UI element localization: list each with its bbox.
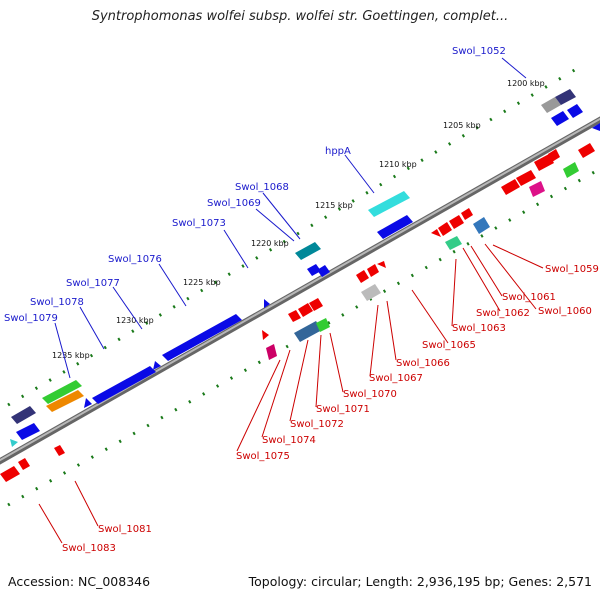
gene-swol-1071b[interactable] bbox=[316, 318, 330, 332]
gene-swol-1069b[interactable] bbox=[317, 265, 330, 277]
gene-swol-1066b[interactable] bbox=[367, 264, 379, 277]
scale-label-1235: 1235 kbp bbox=[52, 351, 90, 360]
gene-swol-1076[interactable] bbox=[162, 314, 242, 361]
gene-swol-1069[interactable] bbox=[307, 264, 321, 276]
label-swol-1073[interactable]: Swol_1073 bbox=[172, 218, 226, 229]
label-swol-1065[interactable]: Swol_1065 bbox=[422, 340, 476, 351]
label-swol-1063[interactable]: Swol_1063 bbox=[452, 323, 506, 334]
label-swol-1078[interactable]: Swol_1078 bbox=[30, 297, 84, 308]
gene-swol-1062[interactable] bbox=[445, 236, 462, 250]
label-swol-1072[interactable]: Swol_1072 bbox=[290, 419, 344, 430]
gene-swol-1054[interactable] bbox=[551, 111, 569, 126]
scale-label-1215: 1215 kbp bbox=[315, 201, 353, 210]
scale-label-1200: 1200 kbp bbox=[507, 79, 545, 88]
gene-swol-1071[interactable] bbox=[298, 303, 313, 317]
gene-swol-1063[interactable] bbox=[438, 222, 452, 236]
topology-summary: Topology: circular; Length: 2,936,195 bp… bbox=[248, 574, 592, 589]
label-swol-1070[interactable]: Swol_1070 bbox=[343, 389, 397, 400]
gene-swol-1077[interactable] bbox=[92, 366, 156, 404]
gene-swol-1065[interactable] bbox=[361, 284, 381, 301]
gene-swol-1061[interactable] bbox=[473, 217, 490, 234]
map-title: Syntrophomonas wolfei subsp. wolfei str.… bbox=[91, 9, 509, 24]
label-swol-1068[interactable]: Swol_1068 bbox=[235, 182, 289, 193]
label-swol-1060[interactable]: Swol_1060 bbox=[538, 306, 592, 317]
gene-hppa[interactable] bbox=[368, 191, 410, 217]
label-swol-1079[interactable]: Swol_1079 bbox=[4, 313, 58, 324]
gene-swol-1059b[interactable] bbox=[516, 170, 536, 186]
gene-swol-1058[interactable] bbox=[548, 149, 560, 162]
gene-swol-1062c[interactable] bbox=[461, 208, 473, 220]
label-swol-1052[interactable]: Swol_1052 bbox=[452, 46, 506, 57]
gene-swol-1056[interactable] bbox=[592, 123, 600, 131]
lower-strand-genes bbox=[0, 143, 595, 482]
gene-swol-1081[interactable] bbox=[54, 445, 65, 456]
gene-swol-1070[interactable] bbox=[309, 298, 323, 311]
gene-small-blue-a[interactable] bbox=[84, 398, 92, 408]
label-swol-1069[interactable]: Swol_1069 bbox=[207, 198, 261, 209]
gene-small-blue-b[interactable] bbox=[153, 361, 161, 370]
label-swol-1059[interactable]: Swol_1059 bbox=[545, 264, 599, 275]
genome-backbone-highlight bbox=[0, 117, 600, 462]
bottom-gene-labels: Swol_1059 Swol_1060 Swol_1061 Swol_1062 … bbox=[62, 264, 599, 554]
upper-strand-genes bbox=[10, 89, 600, 447]
gene-swol-1068[interactable] bbox=[295, 242, 321, 260]
gene-swol-1079[interactable] bbox=[46, 390, 84, 412]
gene-swol-1067[interactable] bbox=[356, 270, 369, 283]
gene-swol-1080[interactable] bbox=[16, 423, 40, 440]
gene-swol-1057b[interactable] bbox=[529, 181, 545, 197]
gene-swol-1074[interactable] bbox=[266, 344, 277, 360]
gene-swol-1062b[interactable] bbox=[449, 215, 464, 229]
label-swol-1062[interactable]: Swol_1062 bbox=[476, 308, 530, 319]
scale-ticks-inner bbox=[7, 168, 599, 507]
bottom-callout-lines bbox=[38, 243, 544, 544]
gene-marker-cyan[interactable] bbox=[10, 439, 18, 447]
top-callout-lines bbox=[54, 57, 527, 379]
gene-small-blue-c[interactable] bbox=[264, 299, 270, 308]
gene-swol-1072[interactable] bbox=[288, 310, 301, 322]
accession-text: Accession: NC_008346 bbox=[8, 574, 151, 589]
gene-swol-1057[interactable] bbox=[563, 162, 579, 178]
top-gene-labels: Swol_1052 hppA Swol_1068 Swol_1069 Swol_… bbox=[4, 46, 506, 324]
label-swol-1071[interactable]: Swol_1071 bbox=[316, 404, 370, 415]
label-swol-1077[interactable]: Swol_1077 bbox=[66, 278, 120, 289]
label-swol-1081[interactable]: Swol_1081 bbox=[98, 524, 152, 535]
gene-swol-1082[interactable] bbox=[18, 458, 30, 470]
gene-swol-1056b[interactable] bbox=[578, 143, 595, 158]
label-hppa[interactable]: hppA bbox=[325, 146, 351, 157]
label-swol-1067[interactable]: Swol_1067 bbox=[369, 373, 423, 384]
scale-label-1230: 1230 kbp bbox=[116, 316, 154, 325]
label-swol-1076[interactable]: Swol_1076 bbox=[108, 254, 162, 265]
gene-swol-1052[interactable] bbox=[541, 97, 561, 113]
scale-label-1210: 1210 kbp bbox=[379, 160, 417, 169]
gene-swol-1075[interactable] bbox=[262, 330, 269, 340]
label-swol-1066[interactable]: Swol_1066 bbox=[396, 358, 450, 369]
gene-swol-1066c[interactable] bbox=[377, 261, 386, 268]
scale-ticks-outer bbox=[7, 66, 579, 407]
gene-swol-1055[interactable] bbox=[567, 104, 583, 118]
gene-swol-1073b[interactable] bbox=[294, 321, 322, 342]
scale-label-1225: 1225 kbp bbox=[183, 278, 221, 287]
scale-label-1205: 1205 kbp bbox=[443, 121, 481, 130]
gene-swol-1063b[interactable] bbox=[431, 229, 441, 237]
gene-swol-1053[interactable] bbox=[555, 89, 576, 105]
gene-swol-1083[interactable] bbox=[0, 466, 20, 482]
gene-swol-1059[interactable] bbox=[534, 154, 554, 171]
gene-swol-1060[interactable] bbox=[501, 179, 520, 195]
gene-swol-1078[interactable] bbox=[42, 380, 82, 404]
label-swol-1075[interactable]: Swol_1075 bbox=[236, 451, 290, 462]
scale-label-1220: 1220 kbp bbox=[251, 239, 289, 248]
gene-swol-1079b[interactable] bbox=[11, 406, 36, 424]
label-swol-1083[interactable]: Swol_1083 bbox=[62, 543, 116, 554]
label-swol-1074[interactable]: Swol_1074 bbox=[262, 435, 316, 446]
gene-hppa-b[interactable] bbox=[377, 215, 413, 239]
label-swol-1061[interactable]: Swol_1061 bbox=[502, 292, 556, 303]
